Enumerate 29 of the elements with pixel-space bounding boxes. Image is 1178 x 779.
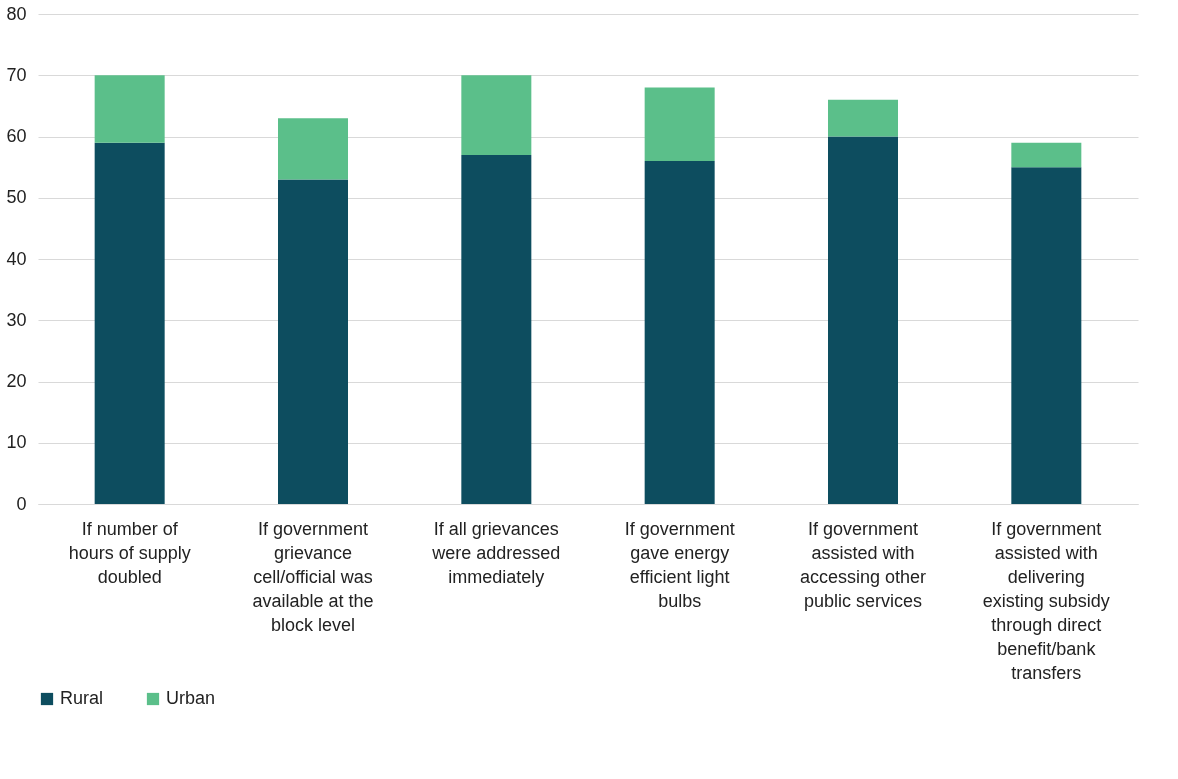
x-tick-label: If government gave energy efficient light bulbs [624, 518, 735, 611]
bar [278, 118, 348, 180]
y-tick-label: 30 [6, 309, 27, 330]
x-tick-label: If all grievances were addressed immediately [431, 518, 561, 587]
y-tick-label: 20 [6, 371, 27, 391]
y-tick-label: 80 [6, 3, 27, 24]
bar [644, 161, 715, 504]
x-tick-label: If government assisted with accessing other public services [799, 518, 927, 611]
bar [828, 136, 898, 504]
y-tick-label: 0 [16, 493, 27, 514]
y-tick-label: 60 [6, 126, 27, 146]
bar [94, 142, 165, 504]
y-tick-label: 10 [6, 432, 27, 453]
x-tick-label: If government assisted with delivering existing subsidy through direct benefit/bank transfers [982, 518, 1110, 683]
y-tick-label: 40 [6, 248, 27, 269]
bar [1011, 142, 1082, 168]
bar [644, 87, 715, 161]
bar [94, 75, 165, 143]
legend-label: Rural [60, 688, 104, 708]
bar [461, 75, 532, 155]
bar [461, 154, 532, 504]
legend-label: Urban [166, 688, 216, 708]
bar [1011, 167, 1082, 504]
x-tick-label: If number of hours of supply doubled [68, 518, 191, 587]
bar [828, 99, 898, 137]
bar [278, 179, 348, 504]
y-tick-label: 70 [6, 64, 27, 85]
y-tick-label: 50 [6, 187, 27, 208]
x-tick-label: If government grievance cell/official was available at the block level [252, 518, 374, 635]
